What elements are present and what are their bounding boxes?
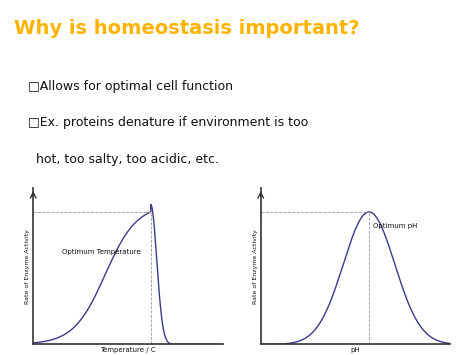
Y-axis label: Rate of Enzyme Activity: Rate of Enzyme Activity <box>26 229 30 304</box>
Text: □Allows for optimal cell function: □Allows for optimal cell function <box>28 80 233 93</box>
Text: Optimum Temperature: Optimum Temperature <box>62 249 140 255</box>
Text: Why is homeostasis important?: Why is homeostasis important? <box>14 19 360 38</box>
Y-axis label: Rate of Enzyme Activity: Rate of Enzyme Activity <box>253 229 258 304</box>
X-axis label: pH: pH <box>351 347 360 353</box>
Text: Optimum pH: Optimum pH <box>373 223 418 229</box>
Text: □Ex. proteins denature if environment is too: □Ex. proteins denature if environment is… <box>28 116 309 129</box>
X-axis label: Temperature / C: Temperature / C <box>100 347 156 353</box>
Text: hot, too salty, too acidic, etc.: hot, too salty, too acidic, etc. <box>28 153 219 166</box>
